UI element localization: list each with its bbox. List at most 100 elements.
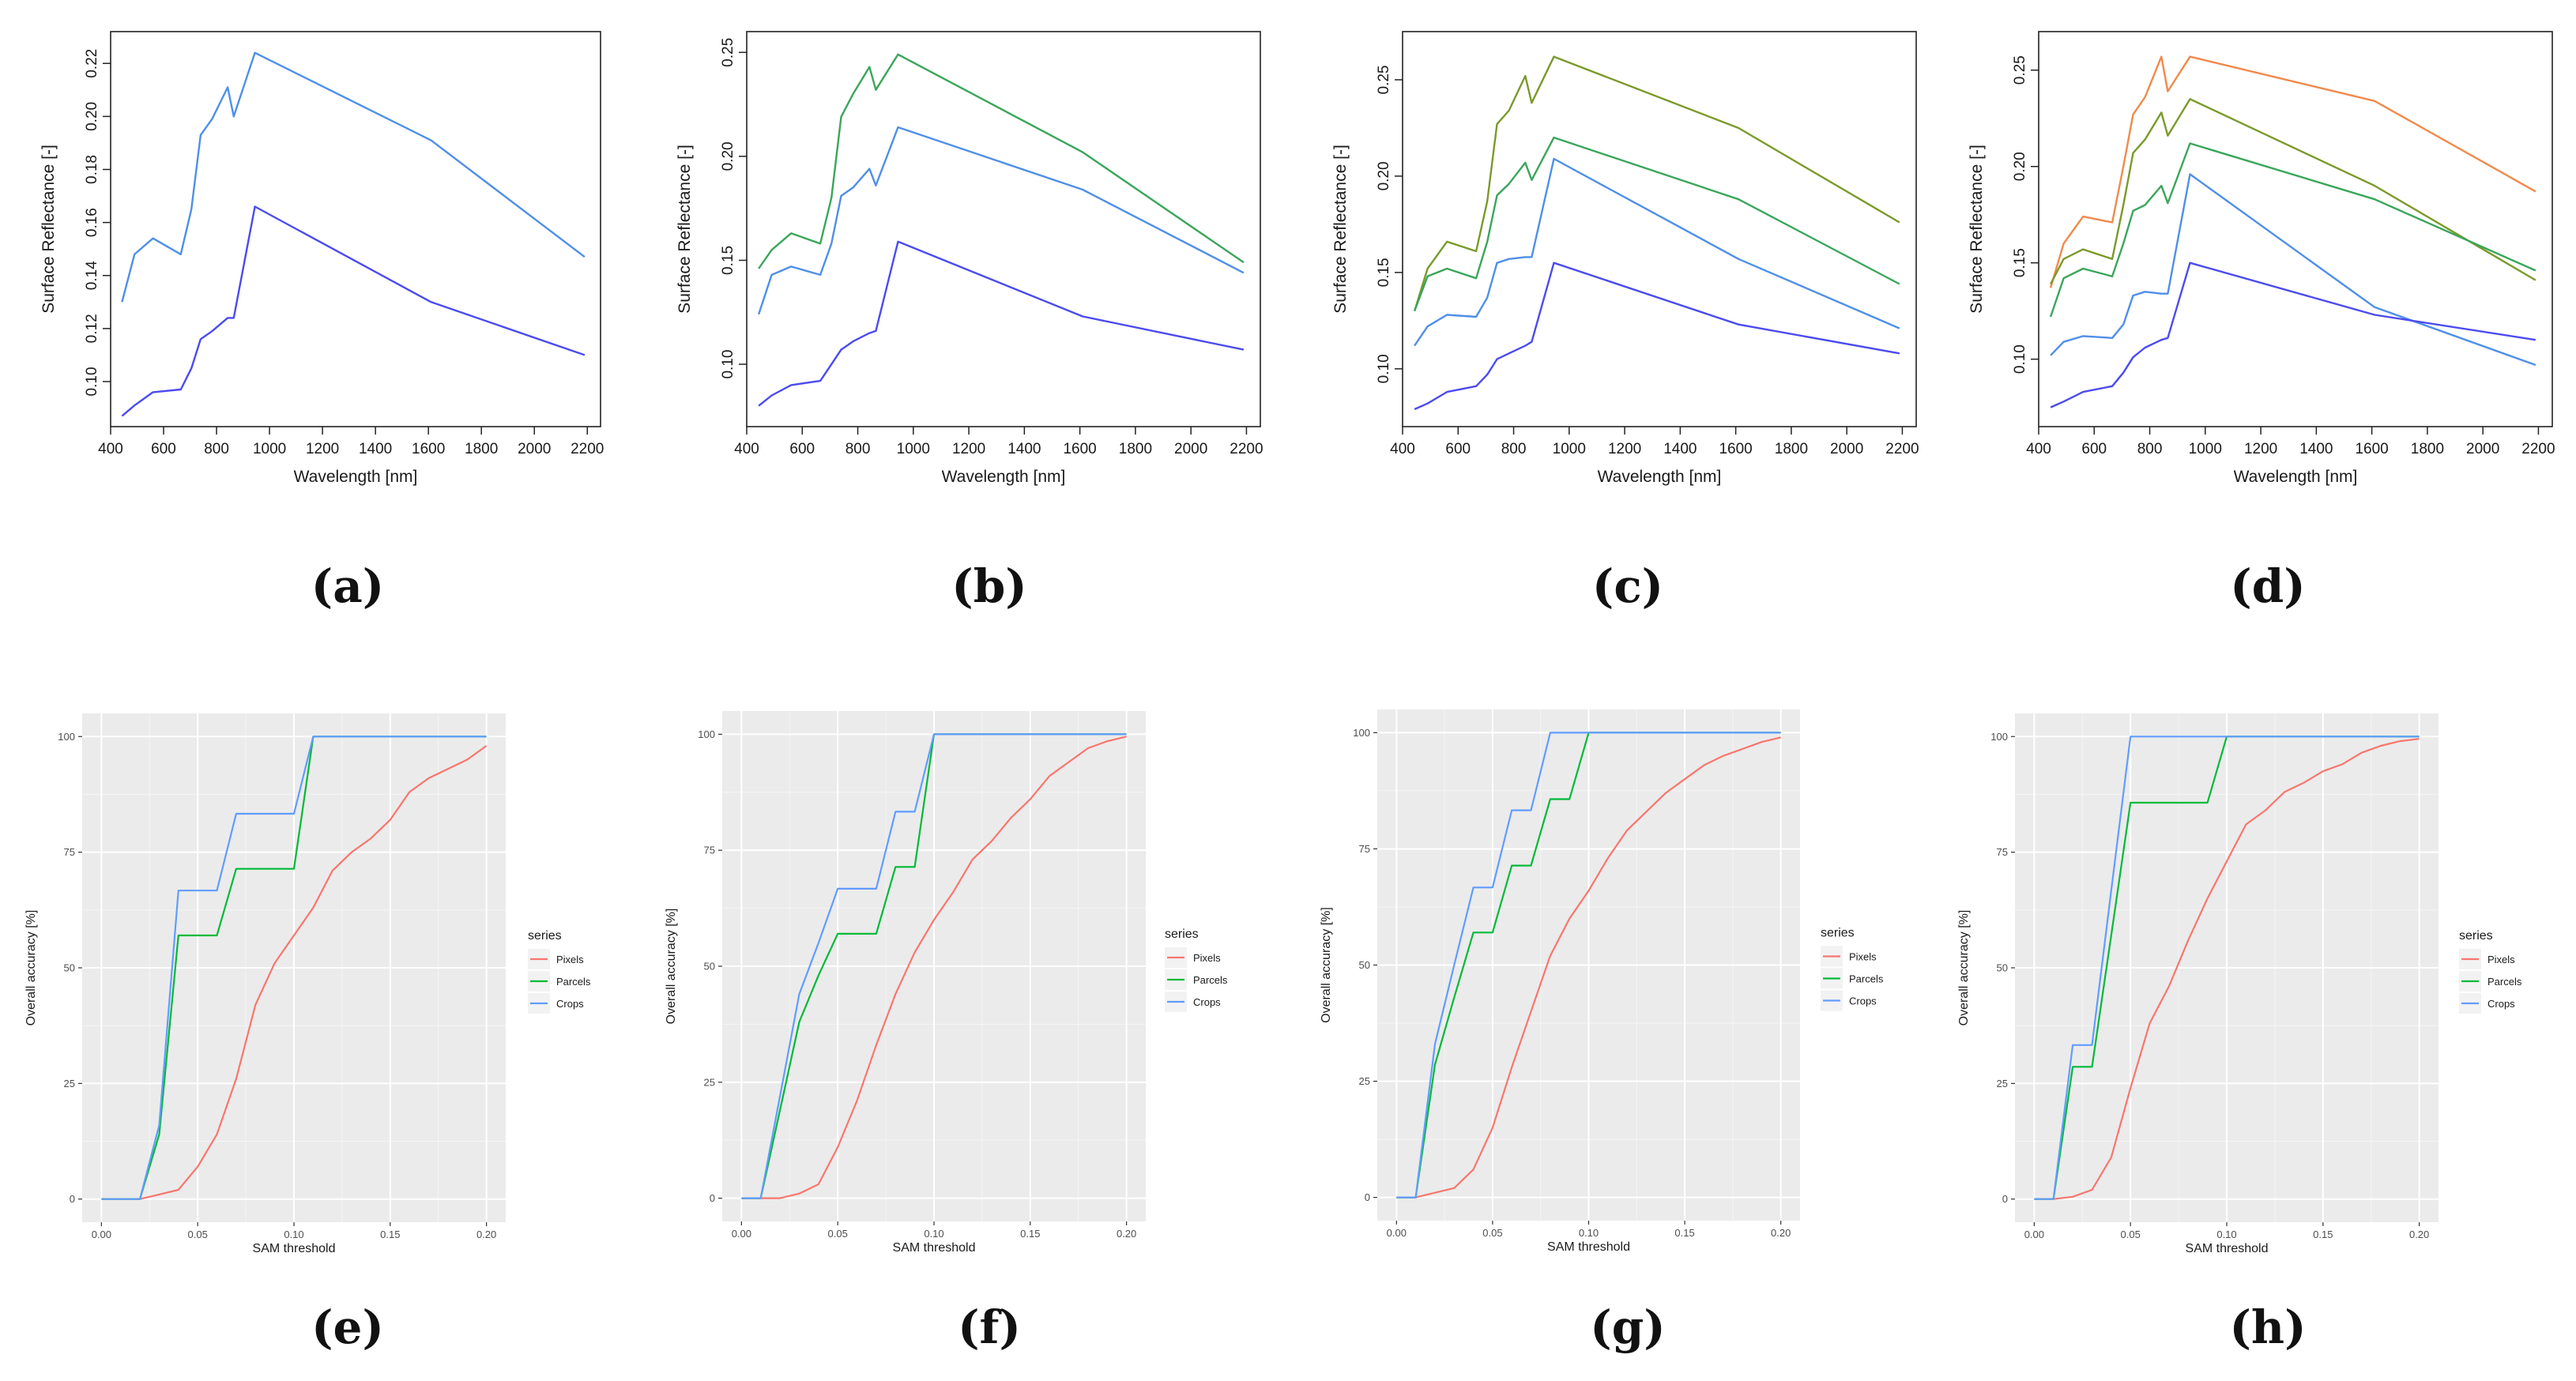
legend-title: series: [2459, 929, 2493, 943]
y-tick-label: 0.14: [84, 261, 100, 290]
y-tick-label: 25: [1997, 1078, 2008, 1089]
x-tick-label: 1200: [306, 441, 339, 457]
y-tick-label: 100: [1353, 727, 1370, 739]
y-tick-label: 100: [698, 728, 715, 740]
y-tick-label: 0: [1365, 1191, 1370, 1203]
x-tick-label: 2200: [1885, 441, 1919, 457]
y-tick-label: 0.20: [2012, 152, 2028, 181]
x-tick-label: 0.00: [2024, 1229, 2044, 1240]
y-tick-label: 0.20: [720, 141, 736, 171]
plot-frame: [1402, 31, 1917, 427]
series-line-2: [2049, 142, 2536, 318]
y-axis-label: Surface Reflectance [-]: [1968, 145, 1986, 314]
x-tick-label: 600: [789, 441, 815, 457]
series-line-3: [2050, 173, 2536, 367]
series-line-0: [2049, 55, 2536, 288]
y-tick-label: 100: [1990, 731, 2008, 743]
series-line-2: [758, 240, 1245, 407]
legend-item-crops: Crops: [1193, 996, 1221, 1008]
y-axis-label: Overall accuracy [%]: [665, 909, 678, 1025]
y-tick-label: 75: [704, 845, 715, 856]
x-tick-label: 1400: [2299, 441, 2333, 457]
x-tick-label: 2000: [1174, 441, 1207, 457]
panel-c: 400 600 800 1000 1200 1400 1600 1800 2000 2200 0.1…: [1331, 31, 1919, 486]
x-tick-label: 1800: [1119, 441, 1152, 457]
legend-item-pixels: Pixels: [556, 954, 584, 965]
legend-title: series: [528, 929, 562, 943]
x-tick-label: 0.05: [2121, 1229, 2141, 1240]
x-tick-label: 1800: [2411, 441, 2444, 457]
x-tick-label: 1600: [1719, 441, 1752, 457]
panel-caption-h: (h): [2229, 1300, 2306, 1354]
x-tick-label: 2000: [1830, 441, 1863, 457]
y-tick-label: 75: [64, 846, 75, 858]
x-tick-label: 800: [845, 441, 871, 457]
legend-item-crops: Crops: [1849, 995, 1877, 1007]
x-tick-label: 0.05: [828, 1228, 848, 1240]
y-tick-label: 0.10: [720, 350, 736, 379]
x-tick-label: 1800: [465, 441, 498, 457]
panel-a: 400 600 800 1000 1200 1400 1600 1800 2000 2200 0.1…: [40, 31, 604, 486]
x-tick-label: 0.20: [476, 1229, 496, 1240]
y-axis-label: Overall accuracy [%]: [1320, 907, 1333, 1023]
x-tick-label: 800: [2137, 441, 2163, 457]
x-axis-label: Wavelength [nm]: [294, 468, 418, 486]
x-tick-label: 1600: [412, 441, 445, 457]
y-tick-label: 0.25: [1376, 65, 1392, 94]
x-tick-label: 0.15: [1020, 1228, 1040, 1240]
y-tick-label: 100: [58, 731, 75, 743]
x-tick-label: 0.00: [732, 1228, 751, 1240]
legend: series Pixels Parcels Crops: [528, 929, 591, 1014]
x-tick-label: 0.00: [92, 1229, 111, 1240]
y-tick-label: 0.20: [1376, 161, 1392, 190]
legend: series Pixels Parcels Crops: [1165, 928, 1228, 1012]
series-line-1: [2050, 98, 2536, 285]
legend-item-crops: Crops: [556, 998, 584, 1010]
series-line-crops: [2034, 736, 2420, 1200]
series-line-2: [1414, 157, 1900, 347]
y-tick-label: 50: [64, 962, 75, 974]
x-tick-label: 0.00: [1387, 1227, 1407, 1239]
y-axis-label: Surface Reflectance [-]: [40, 145, 58, 314]
y-tick-label: 0.15: [1376, 258, 1392, 287]
series-line-1: [757, 126, 1245, 315]
series-line-crops: [1396, 732, 1781, 1198]
x-tick-label: 0.15: [1674, 1227, 1694, 1239]
legend: series Pixels Parcels Crops: [1821, 927, 1884, 1011]
y-tick-label: 0: [2002, 1193, 2008, 1205]
x-tick-label: 400: [98, 441, 123, 457]
series-line-crops: [101, 736, 487, 1200]
x-tick-label: 0.20: [2409, 1229, 2429, 1240]
x-axis-label: SAM threshold: [893, 1241, 976, 1255]
y-tick-label: 0.12: [84, 314, 100, 343]
y-tick-label: 25: [1359, 1075, 1370, 1087]
y-axis-label: Surface Reflectance [-]: [676, 145, 694, 314]
series-line-0: [1413, 55, 1900, 312]
legend: series Pixels Parcels Crops: [2459, 929, 2522, 1014]
y-tick-label: 25: [704, 1076, 715, 1088]
y-tick-label: 75: [1997, 846, 2008, 858]
x-tick-label: 2000: [2466, 441, 2499, 457]
x-tick-label: 0.15: [2313, 1229, 2333, 1240]
y-axis-label: Overall accuracy [%]: [24, 910, 38, 1026]
panel-b: 400 600 800 1000 1200 1400 1600 1800 2000 2200 0.1…: [676, 31, 1264, 486]
x-tick-label: 1600: [1063, 441, 1096, 457]
x-axis-label: Wavelength [nm]: [2234, 468, 2358, 486]
series-line-3: [1414, 262, 1900, 411]
y-tick-label: 0.10: [2012, 344, 2028, 374]
x-tick-label: 0.05: [188, 1229, 208, 1240]
legend-item-crops: Crops: [2487, 998, 2515, 1010]
x-tick-label: 2200: [1230, 441, 1263, 457]
y-tick-label: 0: [710, 1192, 715, 1204]
y-tick-label: 50: [1359, 959, 1370, 971]
x-tick-label: 400: [734, 441, 759, 457]
legend-item-parcels: Parcels: [2487, 976, 2522, 988]
x-axis-label: SAM threshold: [2186, 1242, 2269, 1255]
x-tick-label: 1400: [359, 441, 392, 457]
x-axis-label: Wavelength [nm]: [1598, 468, 1722, 486]
panel-caption-e: (e): [311, 1300, 384, 1354]
y-tick-label: 0.25: [720, 38, 736, 67]
legend-item-parcels: Parcels: [1193, 974, 1228, 986]
legend-item-pixels: Pixels: [1849, 951, 1877, 963]
